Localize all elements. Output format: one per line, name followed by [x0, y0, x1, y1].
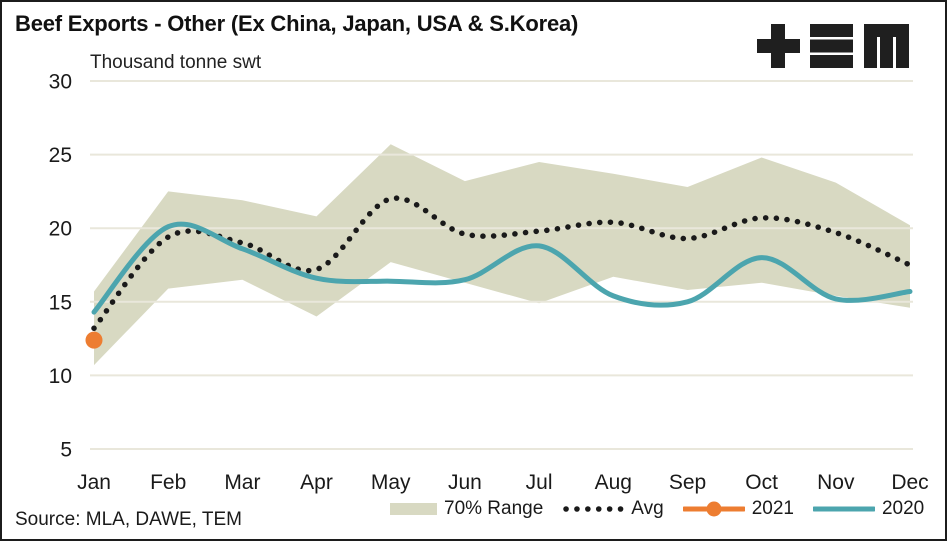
x-tick-label: Jan	[77, 471, 111, 494]
logo-plus-glyph	[757, 24, 800, 68]
legend-label-range: 70% Range	[444, 498, 544, 519]
page-title: Beef Exports - Other (Ex China, Japan, U…	[15, 11, 579, 36]
y-tick-label: 20	[49, 218, 72, 241]
source-note: Source: MLA, DAWE, TEM	[15, 509, 242, 530]
tem-logo-icon	[757, 24, 909, 68]
legend-item-range: 70% Range	[390, 498, 543, 520]
x-tick-label: Nov	[817, 471, 855, 494]
legend-item-2021: 2021	[682, 498, 794, 520]
avg-dotted-swatch	[563, 506, 625, 512]
legend-item-avg: Avg	[562, 498, 664, 520]
x-tick-label: Apr	[300, 471, 333, 494]
y-tick-label: 25	[49, 144, 72, 167]
y-axis-title: Thousand tonne swt	[90, 52, 262, 73]
y-tick-label: 10	[49, 365, 72, 388]
logo-e-glyph	[810, 24, 853, 68]
series-2021-point	[85, 331, 103, 349]
legend-label-avg: Avg	[631, 498, 664, 519]
series-2020-swatch	[812, 506, 875, 512]
x-tick-label: Jun	[448, 471, 482, 494]
avg-line	[91, 195, 913, 332]
y-tick-label: 5	[60, 439, 72, 462]
legend-item-2020: 2020	[812, 498, 925, 520]
range-band	[94, 144, 910, 366]
range-band-swatch	[390, 503, 437, 515]
x-tick-label: Mar	[224, 471, 260, 494]
logo-m-glyph	[864, 24, 909, 68]
x-tick-label: Aug	[595, 471, 632, 494]
y-tick-label: 30	[49, 71, 72, 94]
x-tick-label: Dec	[891, 471, 928, 494]
x-tick-label: Feb	[150, 471, 186, 494]
chart-legend: 70% Range Avg 2021 2020	[390, 498, 924, 520]
x-tick-label: Oct	[745, 471, 778, 494]
series-2021-swatch	[682, 501, 745, 517]
x-tick-label: Jul	[526, 471, 553, 494]
series-2020-line	[91, 221, 913, 315]
legend-label-2021: 2021	[751, 498, 794, 519]
y-tick-label: 15	[49, 291, 72, 314]
x-tick-label: Sep	[669, 471, 706, 494]
x-tick-label: May	[371, 471, 411, 494]
legend-label-2020: 2020	[881, 498, 925, 519]
